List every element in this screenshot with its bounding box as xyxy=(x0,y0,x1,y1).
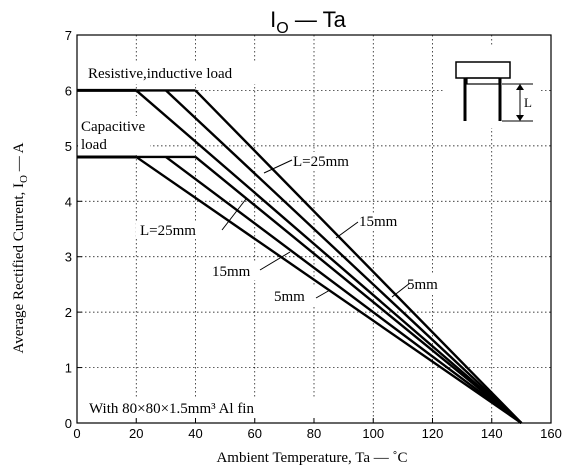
y-axis: 0 1 2 3 4 5 6 7 xyxy=(65,28,82,431)
y-tick-label: 6 xyxy=(65,83,72,98)
resistive-5-label: 5mm xyxy=(407,277,438,293)
x-axis: 0 20 40 60 80 100 120 140 160 xyxy=(73,418,562,441)
resistive-load-label: Resistive,inductive load xyxy=(88,66,233,82)
y-tick-label: 0 xyxy=(65,416,72,431)
baselines xyxy=(77,88,137,159)
x-tick-label: 20 xyxy=(129,426,143,441)
x-tick-label: 160 xyxy=(540,426,562,441)
x-tick-label: 60 xyxy=(248,426,262,441)
series-line-resistive xyxy=(165,89,523,424)
series-line-resistive xyxy=(194,89,523,424)
component-diagram: L xyxy=(444,46,540,128)
y-tick-label: 3 xyxy=(65,250,72,265)
series-line-resistive xyxy=(135,89,523,424)
y-tick-label: 7 xyxy=(65,28,72,43)
inset-L-label: L xyxy=(524,95,532,110)
series xyxy=(135,89,523,424)
resistive-15-label: 15mm xyxy=(359,214,398,230)
y-tick-label: 5 xyxy=(65,139,72,154)
chart-title: IO — Ta xyxy=(270,7,346,37)
resistive-L25-label: L=25mm xyxy=(293,154,349,170)
capacitive-load-label-2: load xyxy=(81,137,107,153)
y-axis-label: Average Rectified Current, IO — A xyxy=(11,142,30,353)
series-line-capacitive xyxy=(194,156,523,424)
capacitive-L25-label: L=25mm xyxy=(140,223,196,239)
capacitive-5-label: 5mm xyxy=(274,289,305,305)
x-tick-label: 40 xyxy=(188,426,202,441)
annotations: Resistive,inductive load Capacitive load… xyxy=(78,62,456,417)
y-tick-label: 2 xyxy=(65,305,72,320)
x-axis-label: Ambient Temperature, Ta — ˚C xyxy=(216,450,407,466)
x-tick-label: 0 xyxy=(73,426,80,441)
series-line-capacitive xyxy=(165,155,523,424)
capacitive-15-label: 15mm xyxy=(212,264,251,280)
x-tick-label: 80 xyxy=(307,426,321,441)
x-tick-label: 100 xyxy=(362,426,384,441)
x-tick-label: 120 xyxy=(422,426,444,441)
x-tick-label: 140 xyxy=(481,426,503,441)
series-line-capacitive xyxy=(135,155,523,424)
capacitive-load-label: Capacitive xyxy=(81,119,145,135)
y-tick-label: 1 xyxy=(65,361,72,376)
al-fin-note: With 80×80×1.5mm³ Al fin xyxy=(89,401,254,417)
y-tick-label: 4 xyxy=(65,194,72,209)
